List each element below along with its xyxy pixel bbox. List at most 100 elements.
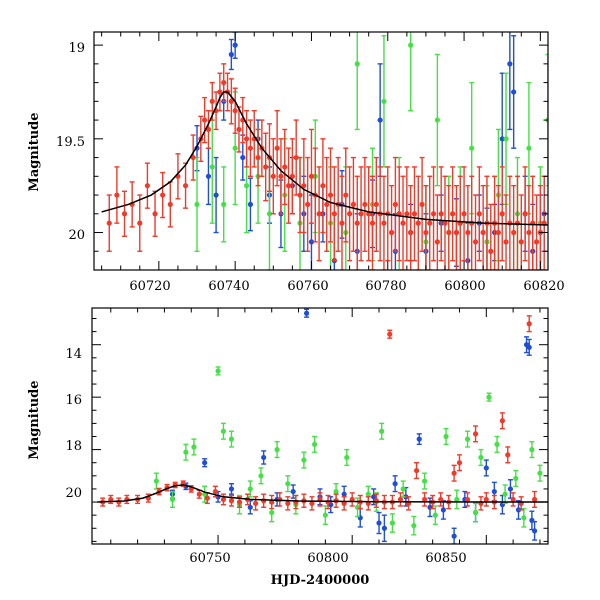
top-red-point — [182, 162, 189, 209]
top-red-point — [129, 181, 135, 228]
bottom-green-point — [513, 469, 519, 488]
bottom-red-point — [124, 494, 130, 505]
bottom-red-point — [269, 494, 275, 510]
bottom-ytick-label-20: 20 — [65, 486, 82, 501]
bottom-blue-point — [228, 482, 235, 495]
top-red-point — [270, 138, 276, 215]
top-red-point — [400, 175, 406, 270]
top-red-point — [106, 194, 112, 252]
bottom-blue-point — [392, 475, 398, 493]
bottom-green-point — [494, 435, 500, 453]
bottom-red-point — [277, 492, 283, 507]
bottom-green-point — [258, 467, 264, 485]
bottom-ytick-label-18: 18 — [65, 439, 82, 454]
top-series-red — [106, 63, 547, 270]
bottom-green-point — [521, 507, 527, 528]
top-red-point — [205, 110, 212, 149]
bottom-green-point — [529, 441, 535, 459]
bottom-green-point — [274, 441, 280, 459]
top-red-point — [240, 96, 246, 144]
top-red-point — [446, 184, 452, 270]
bottom-red-point — [526, 315, 532, 333]
top-red-point — [404, 166, 410, 262]
bottom-green-point — [464, 430, 471, 448]
top-ytick-label-19.5: 19.5 — [56, 135, 85, 150]
bottom-red-point — [220, 493, 227, 506]
top-red-point — [541, 175, 547, 270]
bottom-green-point — [153, 472, 159, 490]
bottom-ticks — [92, 308, 548, 544]
top-xtick-label-60740: 60740 — [208, 279, 249, 294]
bottom-blue-point — [526, 338, 532, 356]
top-red-point — [430, 166, 437, 262]
bottom-red-point — [483, 492, 489, 507]
bottom-green-point — [285, 475, 291, 493]
top-xtick-label-60800: 60800 — [444, 279, 485, 294]
top-red-point — [255, 128, 261, 187]
top-red-point — [366, 166, 372, 262]
bottom-green-point — [537, 464, 543, 482]
top-red-point — [160, 171, 166, 219]
bottom-red-point — [478, 496, 484, 511]
bottom-red-point — [341, 496, 347, 511]
top-ticks — [94, 32, 548, 271]
top-red-point — [167, 181, 173, 228]
bottom-green-point — [502, 484, 508, 505]
bottom-red-point — [387, 329, 393, 339]
top-red-point — [358, 166, 364, 262]
bottom-model-curve — [97, 484, 548, 503]
bottom-blue-point — [403, 486, 409, 507]
top-red-point — [289, 138, 295, 215]
top-red-point — [438, 166, 444, 262]
bottom-red-point — [116, 497, 122, 507]
top-red-point — [137, 194, 143, 252]
bottom-blue-point — [483, 459, 489, 477]
top-red-point — [301, 138, 307, 234]
top-red-point — [461, 166, 467, 262]
top-blue-point — [247, 177, 254, 232]
top-red-point — [511, 184, 517, 270]
top-red-point — [518, 194, 524, 270]
top-red-point — [480, 184, 486, 270]
bottom-blue-point — [290, 484, 296, 499]
bottom-green-point — [344, 448, 350, 467]
top-red-point — [282, 128, 288, 206]
bottom-blue-point — [247, 500, 253, 515]
bottom-ytick-label-16: 16 — [65, 393, 82, 408]
bottom-green-point — [400, 480, 406, 498]
top-y-axis-label: Magnitude — [27, 112, 42, 191]
bottom-green-point — [312, 435, 318, 453]
top-red-point — [453, 184, 460, 270]
bottom-blue-point — [529, 510, 535, 531]
bottom-red-point — [397, 492, 404, 507]
bottom-red-point — [244, 493, 251, 506]
top-green-point — [221, 166, 227, 243]
bottom-green-point — [478, 448, 484, 467]
top-green-point — [354, 32, 360, 131]
bottom-blue-point — [451, 527, 457, 544]
bottom-blue-point — [440, 500, 446, 520]
top-green-point — [209, 110, 215, 224]
top-red-point — [221, 63, 227, 103]
top-red-point — [350, 156, 357, 252]
top-red-point — [408, 184, 414, 270]
top-red-point — [308, 128, 315, 224]
bottom-red-point — [228, 494, 235, 507]
top-red-point — [202, 96, 208, 144]
bottom-light-curve-panel: 60750 60800 60850 14 16 18 20 Magnitude … — [27, 307, 549, 588]
top-red-point — [297, 156, 303, 234]
top-red-point — [530, 175, 536, 270]
bottom-red-point — [285, 496, 291, 511]
bottom-blue-point — [328, 496, 334, 514]
bottom-green-point — [379, 422, 385, 440]
bottom-xtick-label-60750: 60750 — [189, 551, 230, 566]
top-red-point — [411, 166, 418, 262]
top-red-point — [499, 166, 505, 262]
top-red-point — [232, 87, 238, 134]
top-red-point — [144, 162, 151, 209]
top-red-point — [324, 156, 330, 252]
top-red-point — [217, 72, 223, 112]
bottom-green-point — [220, 422, 227, 440]
top-red-point — [434, 194, 440, 270]
bottom-green-point — [169, 490, 176, 508]
